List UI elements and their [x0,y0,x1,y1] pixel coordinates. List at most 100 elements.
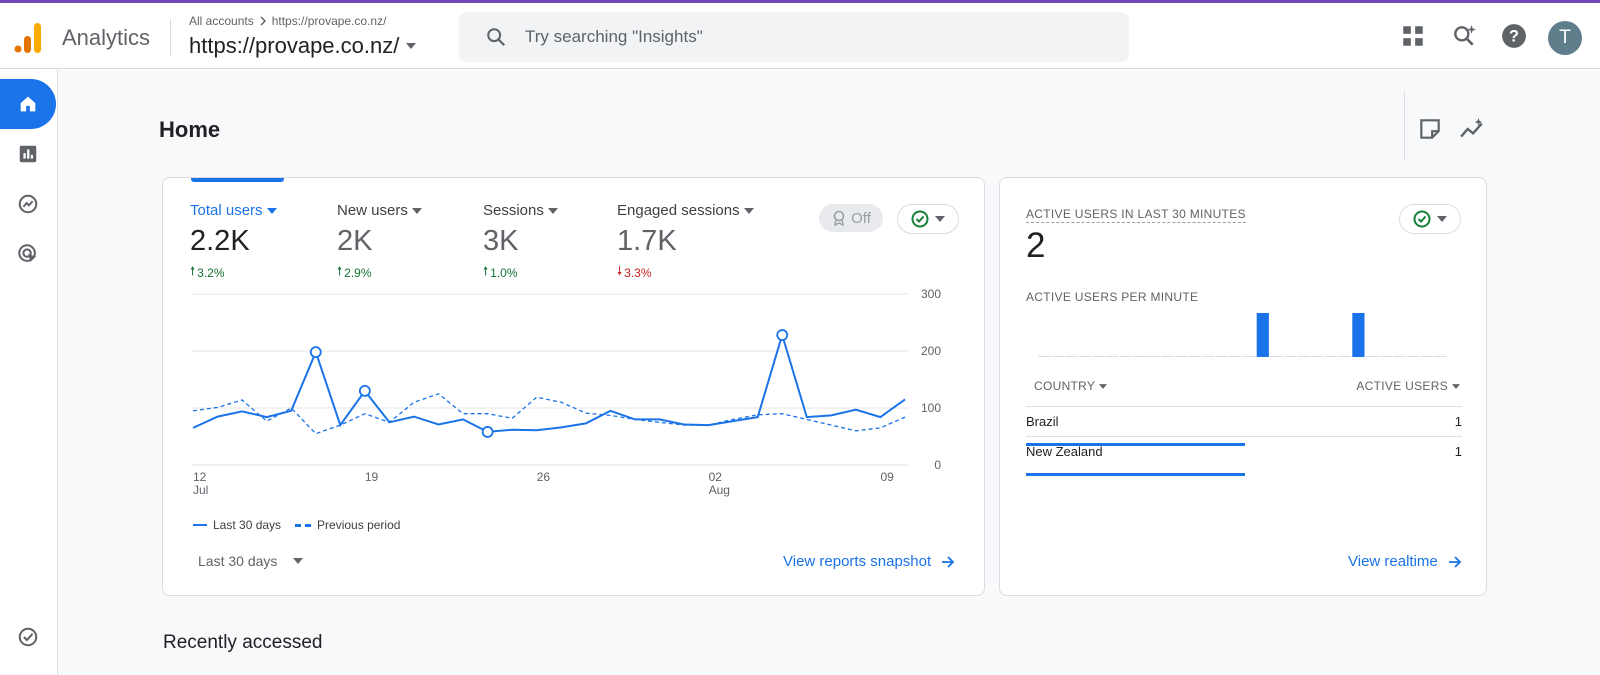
minute-bar[interactable] [1065,356,1078,357]
minute-bar[interactable] [1270,356,1283,357]
apps-grid-icon[interactable] [1400,23,1426,49]
realtime-count: 2 [1026,226,1046,265]
legend-dashed-swatch [295,523,312,527]
metric-engaged-sessions[interactable]: Engaged sessions 1.7K 🠗 3.3% [617,202,754,283]
realtime-quality-menu[interactable] [1399,204,1461,234]
check-circle-icon [911,210,929,228]
page-title: Home [159,117,221,142]
minute-bar[interactable] [1434,356,1447,357]
header-divider [170,19,171,55]
nav-reports[interactable] [0,129,56,179]
benchmark-toggle[interactable]: Off [819,204,883,232]
minute-bar[interactable] [1202,356,1215,357]
y-tick-label: 300 [921,287,941,301]
minute-bar[interactable] [1284,356,1297,357]
minute-bar[interactable] [1229,356,1242,357]
minute-bar[interactable] [1106,356,1119,357]
arrow-right-icon [942,555,955,568]
country-column-header[interactable]: COUNTRY [1034,379,1108,393]
data-point-marker[interactable] [776,329,789,341]
per-minute-bar-chart [1038,313,1447,357]
metric-value: 1.7K [617,225,677,257]
bar-chart-icon [19,145,37,163]
analytics-logo[interactable] [14,21,44,53]
minute-bar[interactable] [1188,356,1201,357]
check-circle-icon [18,627,38,647]
minute-bar[interactable] [1161,356,1174,357]
check-circle-icon [1413,210,1431,228]
metric-label: New users [337,202,408,219]
minute-bar[interactable] [1215,356,1228,357]
minute-bar[interactable] [1352,313,1365,357]
metric-label: Engaged sessions [617,202,740,219]
current-period-line [192,331,906,433]
minute-bar[interactable] [1420,356,1433,357]
table-row[interactable]: Brazil 1 [1026,414,1462,446]
date-range-selector[interactable]: Last 30 days [198,553,304,569]
share-bar [1026,473,1245,476]
minute-bar[interactable] [1079,356,1092,357]
minute-bar[interactable] [1051,356,1064,357]
caret-down-icon [1452,383,1460,389]
minute-bar[interactable] [1366,356,1379,357]
realtime-title[interactable]: ACTIVE USERS IN LAST 30 MINUTES [1026,207,1246,223]
date-range-label: Last 30 days [198,553,278,569]
breadcrumb-root[interactable]: All accounts [189,14,254,28]
caret-down-icon [1099,383,1108,389]
data-point-marker[interactable] [309,346,322,359]
search-insights-icon[interactable] [1451,23,1477,49]
x-tick-day: 02 [709,470,723,484]
metric-sessions[interactable]: Sessions 3K 🠕 1.0% [483,202,558,283]
minute-bar[interactable] [1338,356,1351,357]
app-name: Analytics [62,25,151,50]
minute-bar[interactable] [1243,356,1256,357]
property-selector[interactable]: https://provape.co.nz/ [189,33,417,59]
y-tick-label: 200 [921,344,941,358]
nav-explore[interactable] [0,179,56,229]
country-name: Brazil [1026,414,1059,429]
minute-bar[interactable] [1174,356,1187,357]
y-tick-label: 0 [934,458,941,472]
caret-down-icon [743,207,754,214]
breadcrumb-property[interactable]: https://provape.co.nz/ [271,14,387,28]
legend-previous: Previous period [317,518,401,532]
cursor-target-icon [18,244,37,263]
minute-bar[interactable] [1092,356,1105,357]
minute-bar[interactable] [1407,356,1420,357]
minute-bar[interactable] [1311,356,1324,357]
recently-accessed-title: Recently accessed [163,632,323,653]
property-name: https://provape.co.nz/ [189,33,400,58]
help-icon[interactable]: ? [1501,23,1527,49]
view-realtime-link[interactable]: View realtime [1348,553,1462,570]
search-bar[interactable]: Try searching "Insights" [459,12,1129,62]
minute-bar[interactable] [1147,356,1160,357]
nav-home[interactable] [0,79,56,129]
minute-bar[interactable] [1297,356,1310,357]
metric-new-users[interactable]: New users 2K 🠕 2.9% [337,202,422,283]
view-reports-snapshot-link[interactable]: View reports snapshot [783,553,955,570]
minute-bar[interactable] [1038,356,1051,357]
data-point-marker[interactable] [358,384,371,397]
minute-bar[interactable] [1393,356,1406,357]
minute-bar[interactable] [1256,313,1269,357]
caret-down-icon [935,216,945,222]
nav-admin[interactable] [0,612,56,662]
nav-advertising[interactable] [0,229,56,279]
metric-total-users[interactable]: Total users 2.2K 🠕 3.2% [190,202,277,283]
notes-icon[interactable] [1417,116,1443,142]
minute-bar[interactable] [1133,356,1146,357]
minute-bar[interactable] [1325,356,1338,357]
table-row[interactable]: New Zealand 1 [1026,444,1462,476]
per-minute-title: ACTIVE USERS PER MINUTE [1026,290,1199,304]
minute-bar[interactable] [1120,356,1133,357]
insights-icon[interactable] [1459,116,1485,142]
minute-bar[interactable] [1379,356,1392,357]
data-point-marker[interactable] [481,426,494,438]
caret-down-icon [266,207,277,214]
data-quality-menu[interactable] [897,204,959,234]
table-divider [1026,436,1462,437]
user-avatar[interactable]: T [1548,21,1582,55]
active-users-column-header[interactable]: ACTIVE USERS [1356,379,1460,393]
breadcrumb[interactable]: All accounts https://provape.co.nz/ [189,14,386,28]
previous-period-line [192,393,906,435]
